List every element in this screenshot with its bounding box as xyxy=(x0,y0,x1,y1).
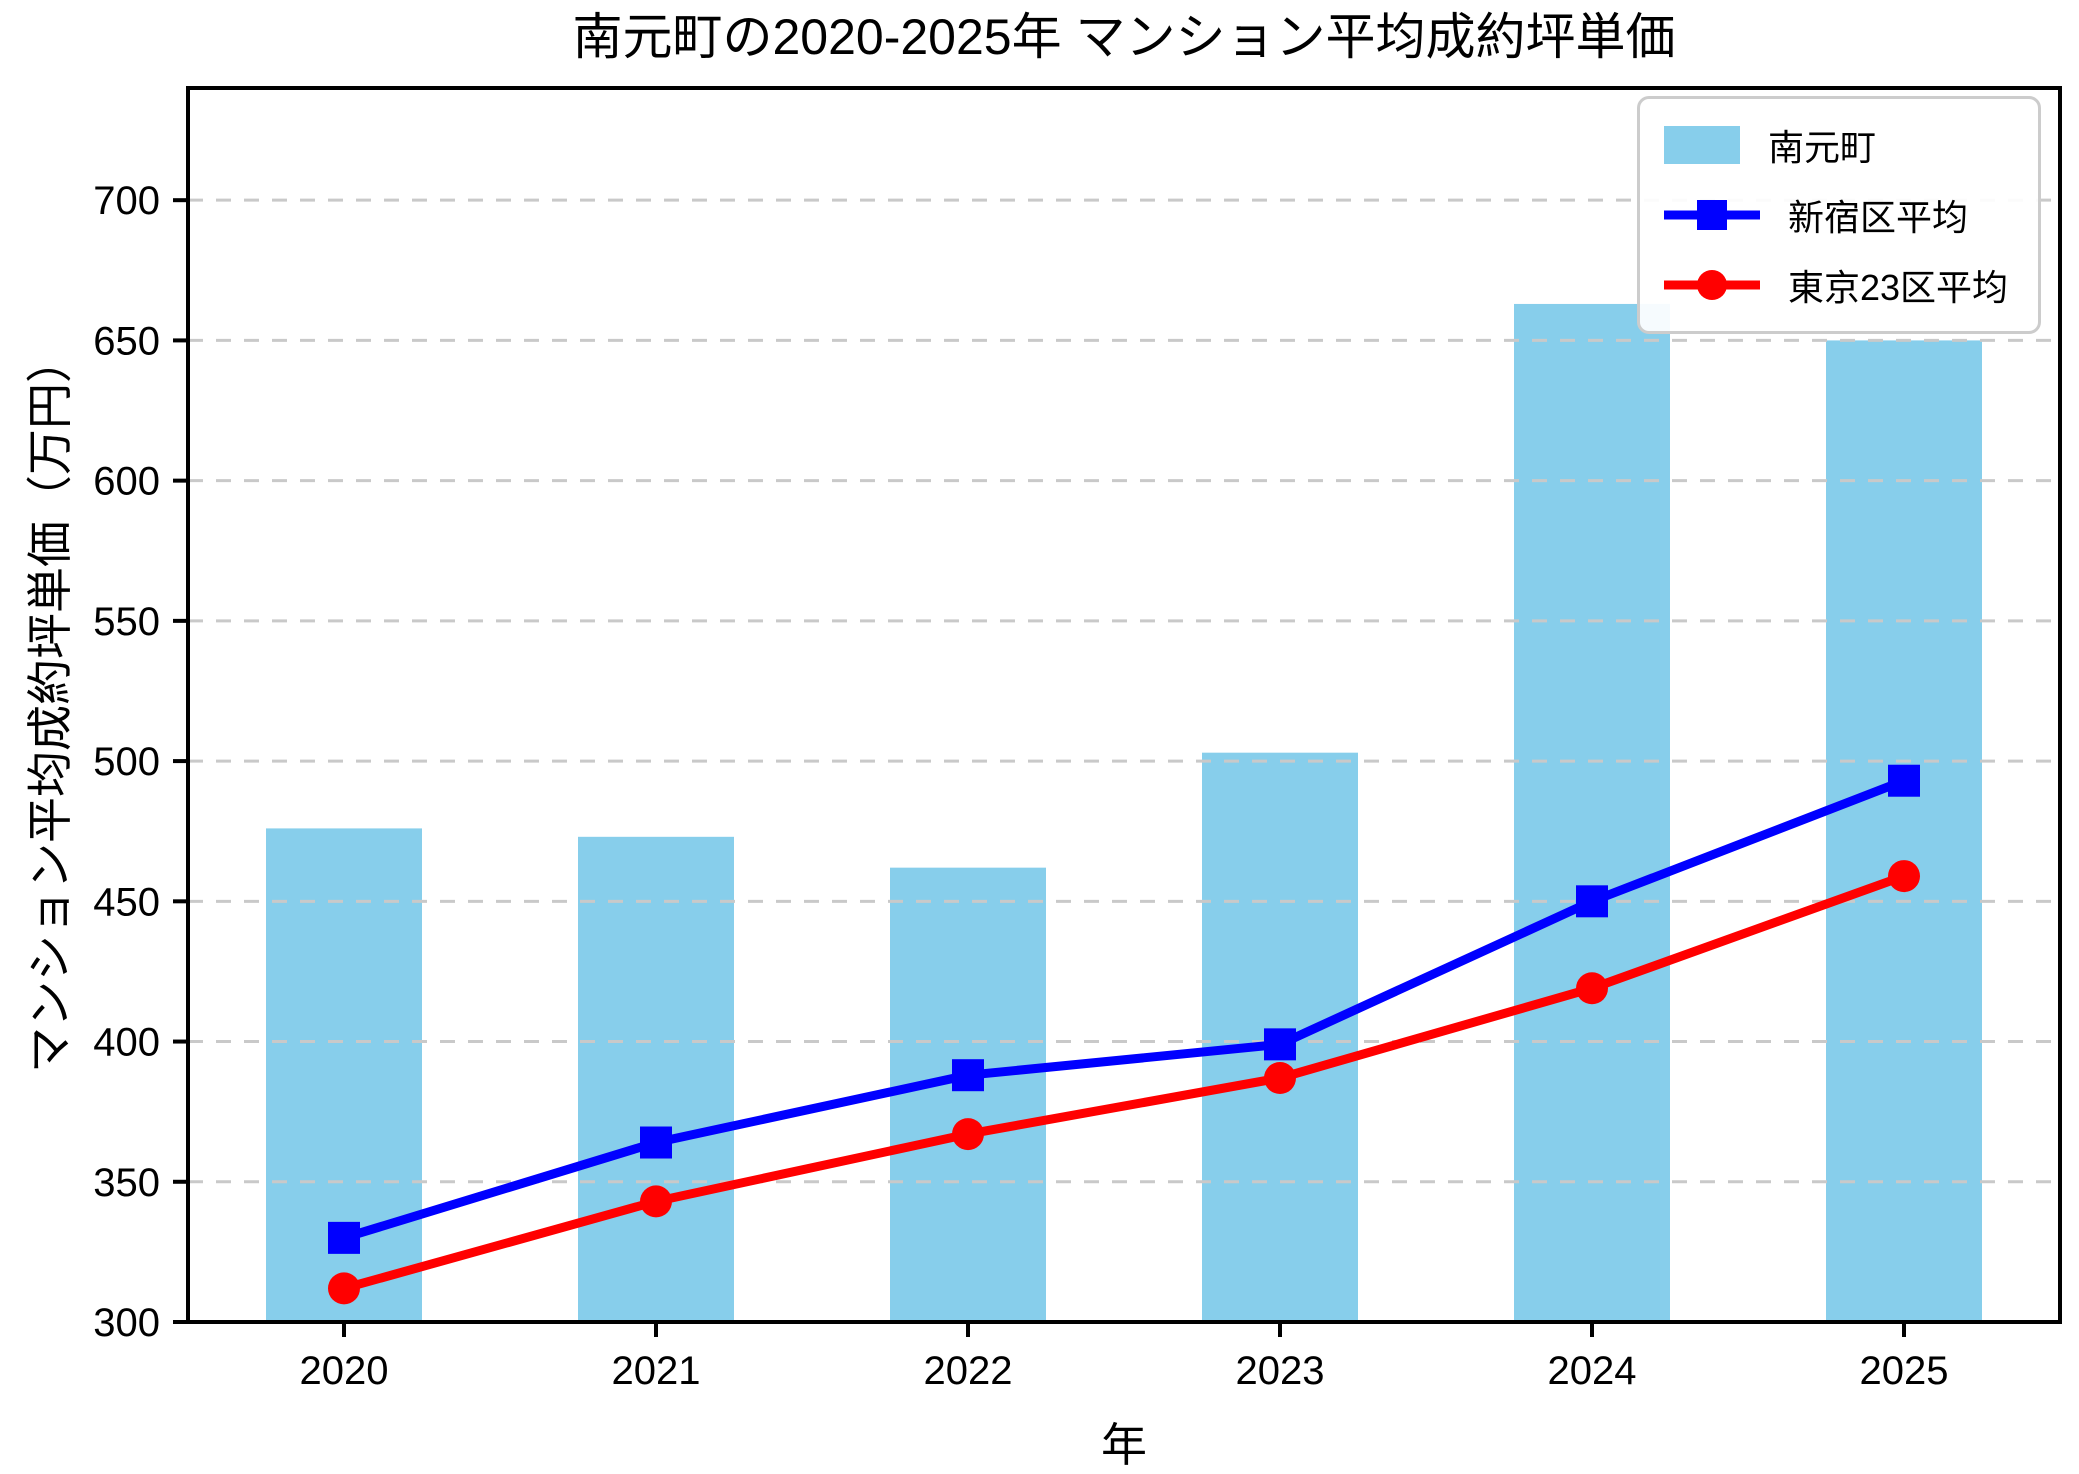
axis-ticks xyxy=(173,198,1906,1337)
circle-marker-2021 xyxy=(640,1185,672,1218)
line-series-shinjuku xyxy=(328,764,1920,1254)
x-tick-label-2021: 2021 xyxy=(612,1349,701,1393)
circle-marker-2025 xyxy=(1888,860,1920,893)
x-axis-label: 年 xyxy=(1101,1419,1147,1471)
square-marker-2025 xyxy=(1888,764,1920,797)
square-marker-2024 xyxy=(1576,885,1608,918)
square-marker-2023 xyxy=(1264,1028,1296,1061)
x-tick-label-2025: 2025 xyxy=(1860,1349,1949,1393)
line-series-tokyo23 xyxy=(328,860,1920,1305)
legend-line-square-swatch xyxy=(1663,196,1760,234)
x-tick-labels: 2020 2021 2022 2023 2024 2025 xyxy=(300,1349,1949,1393)
bar-2021 xyxy=(578,836,734,1322)
bar-2022 xyxy=(890,867,1046,1322)
legend-item-tokyo23-average: 東京23区平均 xyxy=(1663,259,2008,311)
y-tick-label-300: 300 xyxy=(93,1301,160,1345)
circle-marker-2024 xyxy=(1576,972,1608,1005)
legend-circle-marker-icon xyxy=(1696,270,1727,300)
x-tick-label-2022: 2022 xyxy=(924,1349,1013,1393)
y-tick-labels: 300 350 400 450 500 550 600 650 700 xyxy=(93,179,160,1345)
legend-item-shinjuku-average: 新宿区平均 xyxy=(1663,189,2008,241)
y-tick-label-450: 450 xyxy=(93,880,160,924)
circle-marker-2023 xyxy=(1264,1062,1296,1095)
data-line xyxy=(339,871,1909,1293)
circle-marker-2022 xyxy=(952,1118,984,1151)
legend-line-circle-swatch xyxy=(1663,266,1760,304)
y-tick-label-550: 550 xyxy=(93,600,160,644)
chart-title: 南元町の2020-2025年 マンション平均成約坪単価 xyxy=(572,9,1676,65)
x-tick-label-2024: 2024 xyxy=(1548,1349,1637,1393)
square-marker-2020 xyxy=(328,1221,360,1254)
y-tick-label-350: 350 xyxy=(93,1161,160,1205)
legend-item-minamimotomachi: 南元町 xyxy=(1663,119,2008,171)
y-tick-label-400: 400 xyxy=(93,1021,160,1065)
axes-frame xyxy=(186,86,2062,1324)
circle-marker-2020 xyxy=(328,1272,360,1305)
legend-bar-swatch xyxy=(1663,126,1740,164)
bar-2025 xyxy=(1826,340,1982,1323)
y-tick-label-650: 650 xyxy=(93,319,160,363)
legend-label: 新宿区平均 xyxy=(1787,197,1968,238)
y-tick-label-600: 600 xyxy=(93,460,160,504)
legend-square-marker-icon xyxy=(1696,200,1727,230)
square-marker-2022 xyxy=(952,1059,984,1092)
y-tick-label-500: 500 xyxy=(93,740,160,784)
bar-2024 xyxy=(1514,303,1670,1322)
gridlines xyxy=(188,198,2060,1184)
legend: 南元町 新宿区平均 東京23区平均 xyxy=(1636,96,2041,334)
square-marker-2021 xyxy=(640,1126,672,1159)
x-tick-label-2020: 2020 xyxy=(300,1349,389,1393)
legend-label: 東京23区平均 xyxy=(1787,267,2008,308)
bar-series xyxy=(266,303,1982,1323)
legend-label: 南元町 xyxy=(1767,127,1876,168)
y-tick-label-700: 700 xyxy=(93,179,160,223)
x-tick-label-2023: 2023 xyxy=(1236,1349,1325,1393)
data-line xyxy=(339,776,1909,1243)
